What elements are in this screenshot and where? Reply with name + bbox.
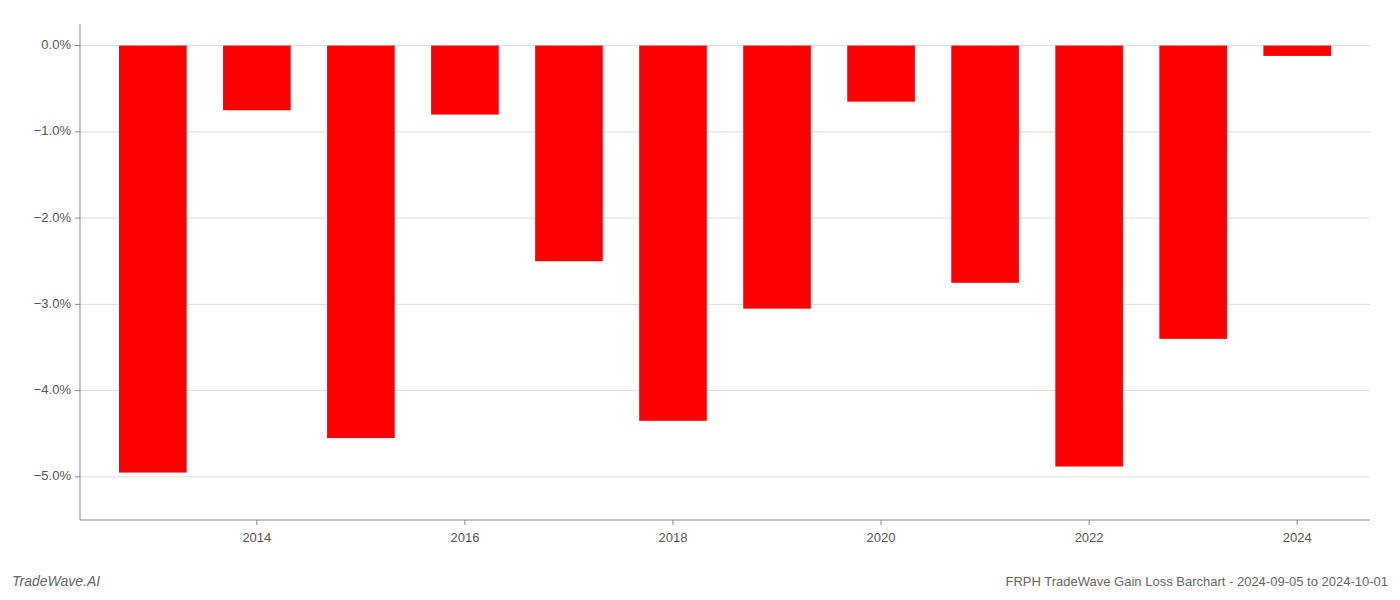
bar — [119, 46, 187, 473]
title: FRPH TradeWave Gain Loss Barchart - 2024… — [1006, 574, 1389, 589]
bar — [431, 46, 499, 115]
x-tick-label: 2016 — [450, 530, 479, 545]
chart: 0.0%−1.0%−2.0%−3.0%−4.0%−5.0%20142016201… — [0, 0, 1400, 600]
x-axis-line — [80, 520, 1370, 521]
watermark: TradeWave.AI — [12, 573, 100, 589]
y-tick-label: 0.0% — [41, 37, 71, 52]
y-tick-label: −4.0% — [34, 382, 72, 397]
y-axis-line — [80, 24, 81, 520]
y-tick — [75, 390, 80, 391]
bar — [1055, 46, 1123, 467]
bar — [1263, 46, 1331, 56]
x-tick — [464, 520, 465, 525]
y-tick-label: −2.0% — [34, 210, 72, 225]
bar — [327, 46, 395, 438]
x-tick — [256, 520, 257, 525]
bar — [1159, 46, 1227, 339]
x-axis: 2014 2016 2018 2020 2022 2024 — [80, 520, 1370, 545]
x-tick-label: 2020 — [867, 530, 896, 545]
bar — [951, 46, 1019, 283]
bar — [223, 46, 291, 111]
y-tick — [75, 131, 80, 132]
y-tick — [75, 476, 80, 477]
x-tick — [1089, 520, 1090, 525]
y-tick-label: −1.0% — [34, 123, 72, 138]
grid — [80, 46, 1370, 477]
x-tick — [672, 520, 673, 525]
bar — [743, 46, 811, 309]
bar — [639, 46, 707, 421]
y-tick — [75, 304, 80, 305]
y-axis: 0.0% −1.0% −2.0% −3.0% −4.0% −5.0% — [34, 24, 80, 520]
x-tick-label: 2018 — [659, 530, 688, 545]
y-tick-label: −5.0% — [34, 468, 72, 483]
bar — [535, 46, 603, 262]
grid-line — [80, 390, 1370, 391]
bar — [847, 46, 915, 102]
x-tick-label: 2024 — [1283, 530, 1312, 545]
y-tick — [75, 218, 80, 219]
x-tick — [1297, 520, 1298, 525]
bars — [119, 46, 1331, 473]
y-tick-label: −3.0% — [34, 296, 72, 311]
x-tick-label: 2022 — [1075, 530, 1104, 545]
grid-line — [80, 476, 1370, 477]
y-tick — [75, 45, 80, 46]
x-tick-label: 2014 — [242, 530, 271, 545]
x-tick — [881, 520, 882, 525]
